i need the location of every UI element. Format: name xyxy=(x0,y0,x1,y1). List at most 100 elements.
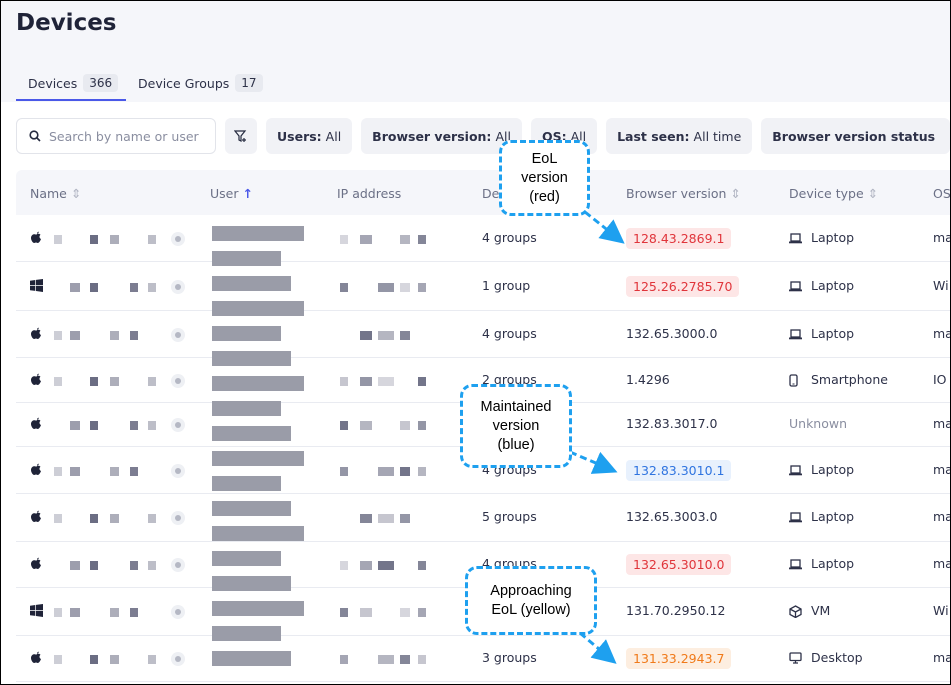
search-placeholder: Search by name or user xyxy=(49,128,199,144)
table-row[interactable] xyxy=(16,588,951,636)
browser-version-badge: 128.43.2869.1 xyxy=(626,227,732,249)
redacted-ip xyxy=(418,282,426,292)
redacted-user xyxy=(212,651,291,666)
column-browser-version[interactable]: Browser version ⇕ xyxy=(626,186,741,201)
column-name[interactable]: Name ⇕ xyxy=(30,186,82,201)
tab-device-groups[interactable]: Device Groups 17 xyxy=(138,74,263,92)
page-header-bg xyxy=(0,0,951,102)
column-ip-address[interactable]: IP address xyxy=(337,186,402,201)
device-groups[interactable]: 4 groups xyxy=(482,229,537,245)
browser-version: 1.4296 xyxy=(626,371,670,387)
laptop-icon xyxy=(789,328,802,343)
redacted-name xyxy=(148,561,156,570)
device-type: Laptop xyxy=(811,509,855,524)
device-type: Laptop xyxy=(811,461,855,477)
device-groups[interactable]: 5 groups xyxy=(482,509,537,524)
sort-asc-icon: ↑ xyxy=(242,186,253,201)
add-filter-button[interactable] xyxy=(225,118,257,154)
table-row[interactable] xyxy=(16,311,951,358)
redacted-name xyxy=(54,330,62,340)
status-dot xyxy=(171,373,185,388)
status-dot xyxy=(171,511,185,525)
redacted-user xyxy=(212,626,281,641)
apple-icon xyxy=(30,463,43,480)
filter-browser-version[interactable]: Browser version: All xyxy=(361,118,522,154)
os-name: Wi xyxy=(933,603,949,618)
filter-browser-version-status[interactable]: Browser version status xyxy=(761,118,951,154)
redacted-name xyxy=(70,466,80,476)
table-row[interactable] xyxy=(16,447,951,494)
device-type: Laptop xyxy=(811,277,855,293)
redacted-ip xyxy=(360,608,372,617)
browser-version: 132.65.3000.0 xyxy=(626,325,718,341)
table-row[interactable] xyxy=(16,494,951,542)
redacted-ip xyxy=(378,561,394,570)
redacted-name xyxy=(54,608,62,617)
arrow-approaching xyxy=(579,631,617,664)
search-input[interactable]: Search by name or user xyxy=(16,118,216,154)
redacted-name xyxy=(110,466,119,476)
redacted-user xyxy=(212,226,304,241)
column-device-groups[interactable]: De xyxy=(482,186,500,201)
table-row[interactable] xyxy=(16,262,951,311)
redacted-name xyxy=(110,376,119,386)
arrow-eol xyxy=(584,210,625,244)
tab-devices[interactable]: Devices 366 xyxy=(28,74,119,92)
redacted-name xyxy=(70,561,80,570)
apple-icon xyxy=(30,417,43,434)
redacted-user xyxy=(212,376,304,391)
redacted-name xyxy=(70,421,80,430)
redacted-ip xyxy=(340,608,348,617)
table-row[interactable] xyxy=(16,215,951,262)
callout-maintained: Maintained version (blue) xyxy=(460,384,572,468)
filter-users[interactable]: Users: All xyxy=(266,118,353,154)
status-dot xyxy=(171,418,185,432)
laptop-icon xyxy=(789,558,802,573)
redacted-user xyxy=(212,526,304,541)
column-user[interactable]: User ↑ xyxy=(210,186,253,201)
redacted-user xyxy=(212,476,281,491)
redacted-name xyxy=(110,330,119,340)
redacted-ip xyxy=(360,421,372,430)
redacted-ip xyxy=(400,234,410,244)
redacted-name xyxy=(54,655,62,664)
status-dot xyxy=(171,279,185,294)
redacted-ip xyxy=(378,655,394,664)
device-groups[interactable]: 4 groups xyxy=(482,325,537,341)
redacted-user xyxy=(212,401,281,416)
tab-label: Device Groups xyxy=(138,75,230,91)
laptop-icon xyxy=(789,232,802,247)
apple-icon xyxy=(30,510,43,527)
redacted-user xyxy=(212,301,304,316)
search-icon xyxy=(29,130,41,142)
cube-icon xyxy=(789,605,802,621)
os-name: ma xyxy=(933,229,951,245)
column-device-type[interactable]: Device type ⇕ xyxy=(789,186,879,201)
os-name: ma xyxy=(933,650,951,665)
redacted-ip xyxy=(400,655,410,664)
column-os[interactable]: OS xyxy=(933,186,951,201)
device-groups[interactable]: 2 groups xyxy=(482,371,537,387)
redacted-name xyxy=(148,234,156,244)
redacted-user xyxy=(212,451,304,466)
device-type: Laptop xyxy=(811,556,855,571)
redacted-name xyxy=(54,514,62,523)
redacted-ip xyxy=(378,330,394,340)
redacted-name xyxy=(90,234,98,244)
redacted-user xyxy=(212,251,281,266)
os-name: ma xyxy=(933,461,951,477)
redacted-ip xyxy=(400,421,410,430)
device-groups[interactable]: 3 groups xyxy=(482,650,537,665)
redacted-ip xyxy=(360,376,372,386)
redacted-name xyxy=(90,514,98,523)
redacted-ip xyxy=(360,330,372,340)
device-groups[interactable]: 1 group xyxy=(482,277,531,293)
status-dot xyxy=(171,605,185,619)
apple-icon xyxy=(30,557,43,574)
os-name: ma xyxy=(933,325,951,341)
redacted-name xyxy=(90,655,98,664)
filter-last-seen[interactable]: Last seen: All time xyxy=(606,118,753,154)
redacted-name xyxy=(54,466,62,476)
redacted-ip xyxy=(360,561,372,570)
table-row[interactable] xyxy=(16,636,951,682)
